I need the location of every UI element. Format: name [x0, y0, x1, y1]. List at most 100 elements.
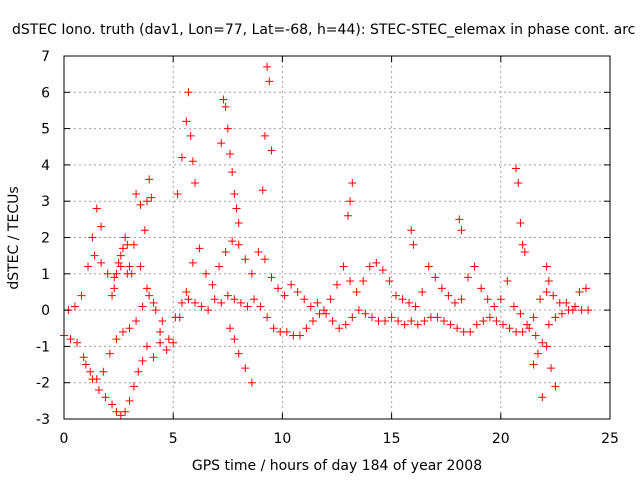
data-point	[110, 284, 119, 293]
data-point	[230, 335, 239, 344]
data-point	[219, 95, 228, 104]
data-point	[544, 277, 553, 286]
data-point	[94, 385, 103, 394]
data-point	[437, 284, 446, 293]
data-point	[86, 367, 95, 376]
data-point	[407, 226, 416, 235]
data-point	[99, 367, 108, 376]
data-point	[184, 295, 193, 304]
data-point	[221, 248, 230, 257]
data-point	[483, 295, 492, 304]
data-point	[518, 327, 527, 336]
y-tick-label: 0	[41, 303, 50, 319]
data-point	[529, 313, 538, 322]
data-point	[385, 277, 394, 286]
data-point	[411, 302, 420, 311]
data-point	[136, 262, 145, 271]
data-point	[177, 298, 186, 307]
data-point	[300, 295, 309, 304]
data-point	[359, 277, 368, 286]
chart-title: dSTEC Iono. truth (dav1, Lon=77, Lat=-68…	[12, 22, 635, 38]
data-point	[381, 316, 390, 325]
data-point	[263, 62, 272, 71]
data-point	[156, 327, 165, 336]
data-point	[230, 189, 239, 198]
data-point	[225, 324, 234, 333]
data-point	[97, 222, 106, 231]
y-tick-labels: -3 -2 -1 0 1 2 3 4 5 6 7	[36, 49, 50, 428]
data-point	[433, 313, 442, 322]
data-point	[225, 150, 234, 159]
data-point	[77, 291, 86, 300]
data-point	[228, 237, 237, 246]
data-point	[151, 306, 160, 315]
data-point	[498, 320, 507, 329]
data-point	[92, 204, 101, 213]
data-point	[84, 262, 93, 271]
data-point	[551, 313, 560, 322]
data-point	[352, 287, 361, 296]
data-point	[123, 240, 132, 249]
data-point	[66, 335, 75, 344]
data-point	[247, 378, 256, 387]
data-point	[405, 298, 414, 307]
data-point	[191, 179, 200, 188]
data-point	[108, 291, 117, 300]
data-point	[346, 277, 355, 286]
data-point	[466, 327, 475, 336]
data-point	[333, 280, 341, 289]
data-point	[341, 320, 350, 329]
data-point	[455, 215, 464, 224]
data-point	[256, 302, 265, 311]
data-points	[60, 62, 593, 420]
data-point	[81, 360, 90, 369]
data-point	[319, 306, 328, 315]
data-point	[217, 139, 226, 148]
data-point	[490, 302, 499, 311]
data-point	[538, 338, 547, 347]
y-tick-label: 1	[41, 267, 50, 283]
data-point	[204, 306, 213, 315]
data-point	[221, 102, 230, 111]
data-point	[188, 258, 197, 267]
data-point	[306, 302, 315, 311]
data-point	[210, 295, 219, 304]
data-point	[391, 291, 400, 300]
data-point	[302, 324, 311, 333]
data-point	[250, 295, 259, 304]
data-point	[518, 240, 527, 249]
data-point	[470, 262, 479, 271]
y-axis-label: dSTEC / TECUs	[6, 186, 22, 289]
data-point	[536, 295, 545, 304]
data-point	[542, 262, 551, 271]
data-point	[472, 320, 481, 329]
data-point	[186, 131, 195, 140]
data-point	[243, 302, 252, 311]
data-point	[138, 356, 147, 365]
data-point	[208, 280, 217, 289]
data-point	[145, 175, 154, 184]
data-point	[516, 218, 525, 227]
data-point	[265, 77, 274, 86]
data-point	[505, 324, 514, 333]
data-point	[116, 251, 125, 260]
data-point	[308, 316, 317, 325]
data-point	[254, 248, 263, 257]
y-tick-label: 3	[41, 194, 50, 210]
data-point	[118, 327, 127, 336]
data-point	[348, 179, 357, 188]
data-point	[149, 298, 158, 307]
x-tick-label: 15	[383, 431, 401, 447]
data-point	[90, 251, 99, 260]
data-point	[509, 302, 518, 311]
data-point	[188, 157, 197, 166]
data-point	[398, 295, 407, 304]
data-point	[138, 302, 147, 311]
data-point	[182, 117, 191, 126]
data-point	[101, 393, 110, 402]
data-point	[114, 258, 123, 267]
data-point	[112, 269, 121, 278]
data-point	[523, 320, 532, 329]
data-point	[409, 240, 418, 249]
